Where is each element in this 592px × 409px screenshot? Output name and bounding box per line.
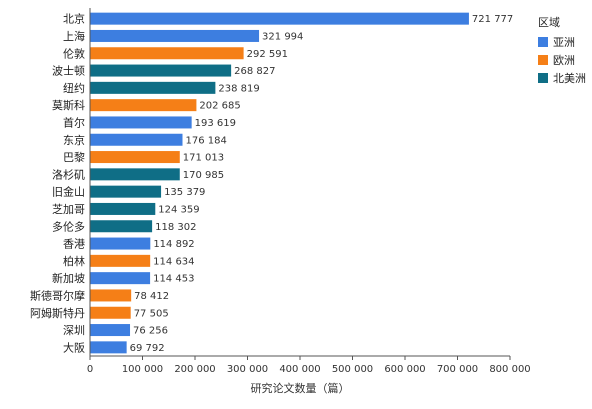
bar [90,341,127,354]
category-label: 伦敦 [63,46,85,60]
x-tick-label: 600 000 [384,364,425,375]
category-label: 纽约 [63,81,85,95]
bar [90,272,151,285]
bar [90,185,162,198]
category-label: 莫斯科 [52,98,85,112]
value-label: 135 379 [164,187,205,198]
value-label: 69 792 [130,343,165,354]
x-tick-label: 200 000 [174,364,215,375]
category-label: 波士顿 [52,64,85,78]
value-label: 114 892 [153,239,194,250]
category-label: 东京 [63,133,85,147]
x-tick-label: 700 000 [437,364,478,375]
x-ticks: 0 100 000 200 000 300 000 400 000 500 000 600 … [87,356,531,375]
bar [90,133,183,146]
bar [90,220,153,233]
bar [90,81,216,94]
bar [90,168,180,181]
legend-swatch [538,73,548,83]
legend-title: 区域 [538,16,560,29]
value-label: 193 619 [195,118,236,129]
x-tick-label: 800 000 [489,364,530,375]
bars-group [90,12,469,354]
bar [90,254,151,267]
category-labels: 北京上海伦敦波士顿纽约莫斯科首尔东京巴黎洛杉矶旧金山芝加哥多伦多香港柏林新加坡斯… [30,12,85,355]
category-label: 柏林 [63,254,85,268]
value-label: 114 634 [153,256,194,267]
category-label: 大阪 [63,340,85,354]
legend-swatch [538,55,548,65]
category-label: 北京 [63,12,85,26]
value-label: 114 453 [153,274,194,285]
legend-label: 亚洲 [553,36,575,49]
bar [90,289,132,302]
bar [90,64,232,77]
x-tick-label: 100 000 [122,364,163,375]
category-label: 旧金山 [52,185,85,199]
legend-swatch [538,37,548,47]
x-tick-label: 300 000 [227,364,268,375]
value-label: 170 985 [183,170,224,181]
value-label: 202 685 [199,101,240,112]
bar [90,151,180,164]
value-label: 78 412 [134,291,169,302]
legend-label: 北美洲 [553,72,586,85]
value-label: 124 359 [158,204,199,215]
bar [90,202,156,215]
value-label: 721 777 [472,14,513,25]
value-label: 292 591 [247,49,288,60]
category-label: 洛杉矶 [52,167,85,181]
category-label: 多伦多 [52,219,85,233]
legend-label: 欧洲 [553,54,575,67]
value-label: 77 505 [134,308,169,319]
bar [90,237,151,250]
value-label: 171 013 [183,153,224,164]
bar [90,29,260,42]
bar [90,324,131,337]
bar [90,99,197,112]
category-label: 阿姆斯特丹 [30,306,85,320]
category-label: 首尔 [63,115,85,129]
bar [90,12,469,25]
category-label: 斯德哥尔摩 [30,288,85,302]
value-label: 176 184 [186,135,227,146]
category-label: 上海 [63,29,85,43]
category-label: 深圳 [63,324,85,337]
category-label: 芝加哥 [52,203,85,216]
bar [90,116,192,129]
value-label: 76 256 [133,326,168,337]
category-label: 新加坡 [52,271,85,285]
x-tick-label: 400 000 [279,364,320,375]
category-label: 香港 [63,238,85,251]
value-label: 321 994 [262,31,303,42]
bar [90,47,244,60]
value-label: 268 827 [234,66,275,77]
x-tick-label: 500 000 [332,364,373,375]
category-label: 巴黎 [63,150,85,164]
x-axis-title: 研究论文数量（篇） [251,381,350,395]
value-labels: 721 777 321 994 292 591 268 827 238 819 202 6… [130,14,514,354]
bar [90,306,131,319]
value-label: 238 819 [218,83,259,94]
value-label: 118 302 [155,222,196,233]
x-tick-label: 0 [87,364,93,375]
